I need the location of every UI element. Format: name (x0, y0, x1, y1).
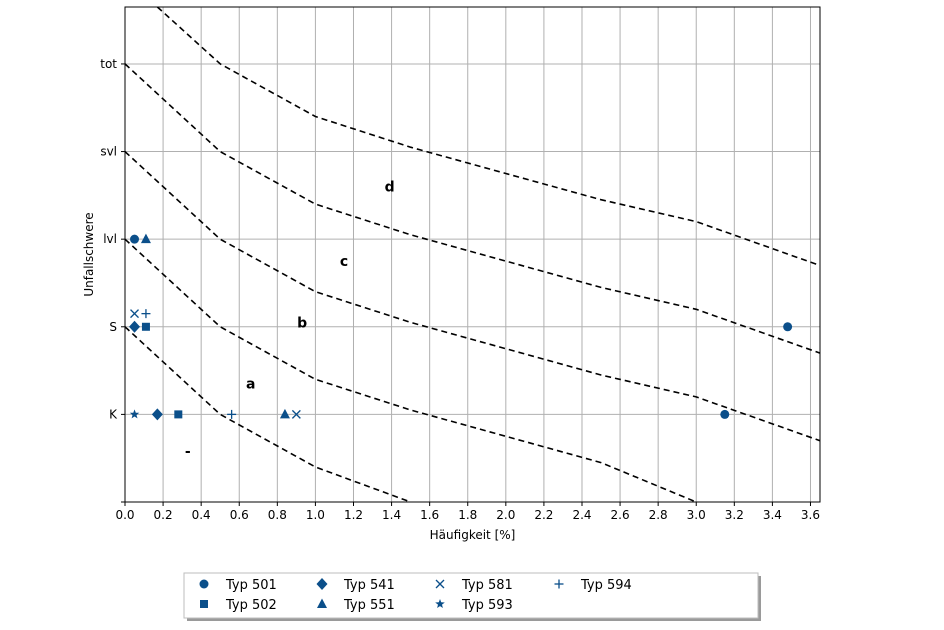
x-marker-stroke (291, 409, 301, 419)
circle-marker (199, 579, 209, 589)
circle-marker (783, 322, 793, 332)
x-axis-title: Häufigkeit [%] (430, 528, 516, 542)
x-tick-label: 0.0 (115, 508, 134, 522)
x-tick-label: 2.8 (649, 508, 668, 522)
legend-marker-typ-541 (316, 578, 328, 590)
point-typ-551 (279, 408, 290, 419)
point-typ-594 (141, 309, 151, 319)
legend-label-typ-551: Typ 551 (343, 598, 395, 613)
legend-marker-typ-581 (435, 579, 445, 589)
point-typ-593 (129, 409, 140, 419)
legend-marker-typ-501 (199, 579, 209, 589)
triangle-marker (279, 408, 290, 419)
x-marker-stroke (130, 309, 139, 319)
triangle-marker (140, 233, 151, 244)
point-typ-581 (130, 309, 139, 319)
point-typ-501 (720, 409, 730, 419)
x-marker-stroke (435, 579, 445, 589)
boundary-curve (125, 151, 820, 442)
square-marker (141, 322, 150, 331)
point-typ-501 (783, 322, 793, 332)
legend-marker-typ-593 (435, 599, 445, 608)
diamond-marker (151, 408, 163, 421)
x-tick-label: 1.8 (458, 508, 477, 522)
region-labels: - a b c d (185, 180, 395, 461)
circle-marker (720, 409, 730, 419)
x-tick-label: 0.6 (230, 508, 249, 522)
grid (124, 7, 820, 502)
x-tick-label: 1.2 (344, 508, 363, 522)
legend-label-typ-502: Typ 502 (225, 598, 277, 613)
region-label: b (297, 315, 307, 331)
x-tick-label: 2.2 (534, 508, 553, 522)
point-typ-594 (227, 409, 237, 419)
diamond-marker (129, 320, 141, 333)
data-points (129, 233, 793, 421)
square-marker (174, 410, 183, 419)
legend-box (183, 572, 759, 619)
legend: Typ 501 Typ 502 Typ 541 Typ 551 Typ 581 Typ 5… (183, 572, 761, 621)
y-tick-label: svl (100, 145, 117, 159)
x-tick-label: 2.4 (572, 508, 591, 522)
diamond-marker (316, 578, 328, 590)
y-axis-title: Unfallschwere (82, 212, 96, 296)
boundary-curve (125, 63, 820, 354)
star-marker (435, 599, 445, 608)
x-tick-label: 1.4 (382, 508, 401, 522)
point-typ-551 (140, 233, 151, 244)
legend-marker-typ-551 (317, 598, 327, 608)
region-label: a (246, 377, 255, 393)
boundary-curves (125, 7, 820, 502)
point-typ-541 (151, 408, 163, 421)
triangle-marker (317, 598, 327, 608)
x-tick-label: 3.6 (801, 508, 820, 522)
x-tick-label: 2.6 (611, 508, 630, 522)
x-tick-label: 1.0 (306, 508, 325, 522)
point-typ-502 (174, 410, 183, 419)
legend-marker-typ-594 (554, 579, 564, 589)
x-tick-label: 1.6 (420, 508, 439, 522)
legend-label-typ-501: Typ 501 (225, 578, 277, 593)
x-tick-label: 0.4 (192, 508, 211, 522)
boundary-curve (125, 326, 411, 502)
legend-label-typ-541: Typ 541 (343, 578, 395, 593)
square-marker (200, 600, 208, 608)
legend-label-typ-593: Typ 593 (461, 598, 513, 613)
x-tick-label: 2.0 (496, 508, 515, 522)
point-typ-541 (129, 320, 141, 333)
region-label: - (185, 444, 191, 460)
y-tick-label: S (109, 320, 117, 334)
legend-label-typ-581: Typ 581 (461, 578, 513, 593)
x-tick-label: 0.2 (154, 508, 173, 522)
circle-marker (130, 234, 140, 244)
plot-frame (124, 6, 821, 503)
point-typ-581 (291, 409, 301, 419)
point-typ-502 (141, 322, 150, 331)
star-marker (129, 409, 140, 419)
x-axis-ticks: 0.0 0.2 0.4 0.6 0.8 1.0 1.2 1.4 1.6 1.8 2.0 2.2 2.4 2… (115, 502, 820, 522)
boundary-curve (125, 238, 697, 502)
x-tick-label: 3.2 (725, 508, 744, 522)
x-tick-label: 3.0 (687, 508, 706, 522)
boundary-curve (156, 7, 820, 267)
y-tick-label: tot (100, 57, 117, 71)
region-label: d (385, 180, 395, 196)
y-tick-label: K (109, 407, 118, 421)
y-tick-label: lvl (103, 232, 117, 246)
point-typ-501 (130, 234, 140, 244)
legend-marker-typ-502 (200, 600, 208, 608)
legend-label-typ-594: Typ 594 (580, 578, 632, 593)
x-tick-label: 3.4 (763, 508, 782, 522)
region-label: c (340, 254, 348, 270)
x-tick-label: 0.8 (268, 508, 287, 522)
